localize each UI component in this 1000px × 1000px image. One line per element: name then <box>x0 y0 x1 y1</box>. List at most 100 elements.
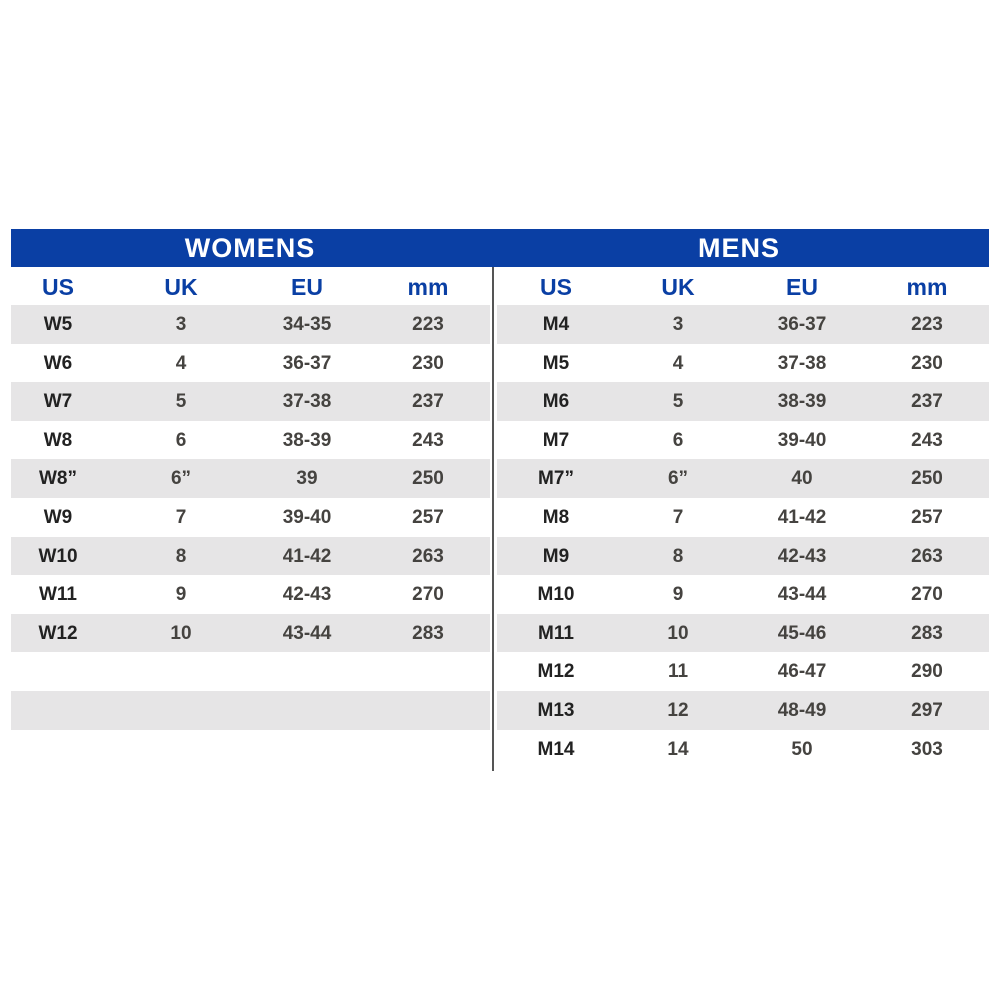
mens-cell-uk: 14 <box>667 738 689 760</box>
womens-cell-mm: 270 <box>412 584 444 606</box>
mens-cell-mm: 237 <box>911 391 943 413</box>
mens-cell-uk: 7 <box>672 507 684 528</box>
womens-cell-eu: 42-43 <box>282 584 332 606</box>
womens-cell-us: W6 <box>43 352 73 374</box>
womens-cell-uk: 9 <box>175 584 187 606</box>
mens-cell-eu: 45-46 <box>777 622 827 644</box>
mens-cell-eu: 38-39 <box>777 391 827 413</box>
womens-cell-us: W12 <box>38 622 78 644</box>
womens-header-eu: EU <box>291 274 323 300</box>
mens-cell-eu: 37-38 <box>777 352 827 374</box>
womens-cell-mm: 230 <box>412 352 444 374</box>
womens-cell-mm: 257 <box>412 507 444 528</box>
womens-cell-eu: 39-40 <box>282 507 332 528</box>
mens-cell-eu: 40 <box>791 468 813 490</box>
womens-title: WOMENS <box>184 233 316 263</box>
mens-header-uk: UK <box>661 274 695 300</box>
mens-cell-us: M8 <box>542 507 570 528</box>
row-stripe-mens <box>497 382 989 421</box>
womens-cell-us: W8” <box>39 468 77 490</box>
mens-cell-mm: 303 <box>911 738 943 760</box>
row-stripe-mens <box>497 613 989 653</box>
row-stripe-womens <box>11 613 490 653</box>
womens-cell-uk: 5 <box>175 391 187 413</box>
womens-cell-eu: 37-38 <box>282 391 332 413</box>
mens-cell-mm: 257 <box>911 507 943 528</box>
mens-cell-us: M6 <box>542 391 570 413</box>
mens-cell-eu: 42-43 <box>777 545 827 567</box>
mens-cell-mm: 270 <box>911 584 943 606</box>
mens-cell-eu: 36-37 <box>777 314 827 335</box>
section-divider <box>492 267 494 771</box>
row-stripe-womens <box>11 305 490 344</box>
womens-cell-mm: 263 <box>412 545 444 567</box>
womens-header-mm: mm <box>407 274 449 300</box>
mens-cell-eu: 41-42 <box>777 507 827 528</box>
mens-cell-mm: 243 <box>911 429 943 451</box>
mens-cell-us: M4 <box>542 314 570 335</box>
womens-cell-mm: 237 <box>412 391 444 413</box>
womens-cell-uk: 8 <box>175 545 187 567</box>
womens-cell-us: W8 <box>43 429 73 451</box>
mens-cell-us: M11 <box>538 622 574 644</box>
mens-cell-us: M13 <box>537 700 575 721</box>
mens-cell-mm: 283 <box>911 622 943 644</box>
womens-cell-eu: 36-37 <box>282 352 332 374</box>
mens-cell-us: M12 <box>537 661 575 683</box>
womens-cell-us: W11 <box>38 584 78 606</box>
row-stripe-womens <box>11 536 490 576</box>
row-stripe-womens <box>11 459 490 498</box>
mens-cell-mm: 250 <box>911 468 943 490</box>
womens-cell-uk: 6 <box>175 429 187 451</box>
mens-cell-uk: 11 <box>667 661 689 683</box>
row-stripe-mens <box>497 305 989 344</box>
row-stripe-mens <box>497 691 989 730</box>
womens-cell-eu: 38-39 <box>282 429 332 451</box>
womens-cell-eu: 39 <box>296 468 318 490</box>
womens-cell-mm: 243 <box>412 429 444 451</box>
row-stripe-womens <box>11 691 490 730</box>
womens-cell-uk: 3 <box>175 314 187 335</box>
mens-cell-mm: 230 <box>911 352 943 374</box>
mens-cell-uk: 9 <box>672 584 684 606</box>
mens-cell-us: M10 <box>537 584 575 606</box>
mens-cell-uk: 4 <box>672 352 684 374</box>
mens-cell-us: M14 <box>537 738 575 760</box>
title-banner: WOMENS MENS <box>11 229 989 267</box>
mens-header-eu: EU <box>786 274 818 300</box>
womens-header-us: US <box>42 274 74 300</box>
womens-cell-uk: 10 <box>170 622 192 644</box>
womens-cell-us: W10 <box>38 545 78 567</box>
womens-cell-us: W9 <box>43 507 73 528</box>
womens-cell-uk: 4 <box>175 352 187 374</box>
mens-cell-uk: 6” <box>667 468 689 490</box>
mens-cell-mm: 263 <box>911 545 943 567</box>
mens-cell-eu: 48-49 <box>777 700 827 721</box>
mens-cell-eu: 50 <box>791 738 813 760</box>
womens-cell-mm: 223 <box>412 314 444 335</box>
womens-cell-uk: 7 <box>175 507 187 528</box>
mens-cell-eu: 43-44 <box>777 584 827 606</box>
mens-cell-eu: 46-47 <box>777 661 827 683</box>
mens-header-mm: mm <box>906 274 948 300</box>
mens-cell-mm: 223 <box>911 314 943 335</box>
mens-title: MENS <box>697 233 780 263</box>
womens-cell-uk: 6” <box>170 468 192 490</box>
mens-cell-mm: 297 <box>911 700 943 721</box>
mens-cell-uk: 8 <box>672 545 684 567</box>
mens-cell-us: M7” <box>538 468 574 490</box>
mens-cell-mm: 290 <box>911 661 943 683</box>
row-stripe-mens <box>497 459 989 498</box>
mens-cell-uk: 5 <box>672 391 684 413</box>
mens-cell-uk: 6 <box>672 429 684 451</box>
womens-cell-mm: 283 <box>412 622 444 644</box>
mens-cell-us: M9 <box>542 545 570 567</box>
womens-cell-eu: 34-35 <box>282 314 332 335</box>
womens-cell-mm: 250 <box>412 468 444 490</box>
mens-cell-uk: 12 <box>667 700 689 721</box>
row-stripe-womens <box>11 382 490 421</box>
womens-cell-eu: 43-44 <box>282 622 332 644</box>
womens-cell-us: W7 <box>43 391 73 413</box>
mens-header-us: US <box>540 274 572 300</box>
womens-cell-eu: 41-42 <box>282 545 332 567</box>
